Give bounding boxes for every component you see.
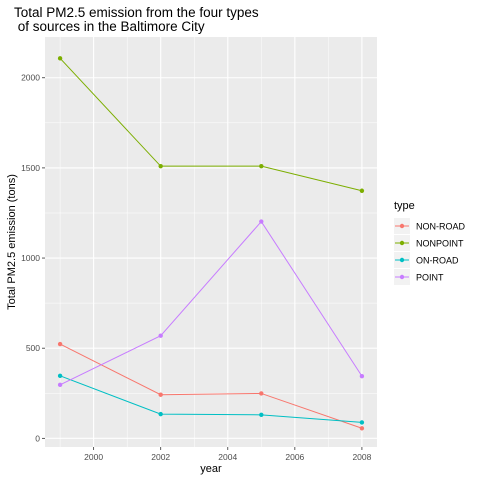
legend-key-point bbox=[399, 223, 405, 229]
x-axis-title: year bbox=[200, 463, 222, 475]
series-line-on-road bbox=[59, 375, 362, 423]
legend-item-on-road: ON-ROAD bbox=[394, 252, 459, 268]
chart-title: Total PM2.5 emission from the four types… bbox=[14, 5, 259, 34]
x-axis-ticks: 2000 2002 2004 2006 2008 bbox=[84, 447, 372, 462]
legend-key-point bbox=[399, 240, 405, 246]
data-point-non-road bbox=[57, 341, 63, 347]
y-tick-label: 0 bbox=[35, 433, 40, 443]
data-point-on-road bbox=[158, 411, 163, 417]
legend-label: POINT bbox=[416, 273, 444, 283]
data-point-on-road bbox=[259, 412, 264, 418]
data-point-on-road bbox=[359, 420, 365, 425]
chart-title-line-1: Total PM2.5 emission from the four types bbox=[14, 5, 259, 20]
data-point-point bbox=[359, 373, 365, 379]
legend-items: NON-ROAD NONPOINT ON-ROAD POINT bbox=[394, 218, 465, 285]
series-points bbox=[57, 56, 365, 431]
data-point-on-road bbox=[57, 373, 63, 379]
series-line-non-road bbox=[59, 343, 363, 429]
data-point-nonpoint bbox=[158, 163, 163, 169]
legend: type NON-ROAD NONPOINT ON-ROAD POINT bbox=[394, 200, 465, 285]
x-tick-label: 2004 bbox=[218, 452, 237, 462]
y-axis-ticks: 0 500 1000 1500 2000 bbox=[21, 73, 45, 443]
minor-gridlines bbox=[45, 37, 377, 447]
plot-panel bbox=[45, 37, 377, 447]
data-point-nonpoint bbox=[359, 188, 365, 193]
data-point-non-road bbox=[359, 426, 365, 431]
series-line-point bbox=[59, 220, 363, 386]
legend-item-non-road: NON-ROAD bbox=[394, 218, 465, 234]
chart-title-line-2: of sources in the Baltimore City bbox=[14, 19, 205, 34]
y-axis-title: Total PM2.5 emission (tons) bbox=[6, 174, 18, 310]
data-point-non-road bbox=[158, 392, 163, 397]
x-tick-label: 2000 bbox=[84, 452, 103, 462]
legend-title: type bbox=[394, 200, 415, 212]
x-tick-label: 2002 bbox=[151, 452, 170, 462]
y-tick-label: 2000 bbox=[21, 73, 40, 83]
y-tick-label: 1500 bbox=[21, 163, 40, 173]
legend-label: NONPOINT bbox=[416, 239, 464, 249]
data-point-nonpoint bbox=[259, 163, 264, 169]
data-point-non-road bbox=[259, 391, 264, 396]
x-tick-label: 2006 bbox=[285, 452, 304, 462]
series-line-nonpoint bbox=[59, 57, 363, 192]
legend-key-point bbox=[399, 257, 405, 263]
legend-key-point bbox=[399, 274, 405, 280]
data-point-nonpoint bbox=[57, 56, 63, 61]
legend-item-point: POINT bbox=[394, 269, 444, 285]
x-tick-label: 2008 bbox=[352, 452, 371, 462]
series-lines bbox=[59, 57, 363, 429]
y-tick-label: 500 bbox=[26, 343, 40, 353]
data-point-point bbox=[158, 333, 163, 338]
major-gridlines bbox=[45, 37, 377, 447]
legend-label: NON-ROAD bbox=[416, 222, 465, 232]
legend-item-nonpoint: NONPOINT bbox=[394, 235, 464, 251]
y-tick-label: 1000 bbox=[21, 253, 40, 263]
data-point-point bbox=[259, 219, 264, 224]
data-point-point bbox=[57, 382, 63, 388]
legend-label: ON-ROAD bbox=[416, 256, 459, 266]
